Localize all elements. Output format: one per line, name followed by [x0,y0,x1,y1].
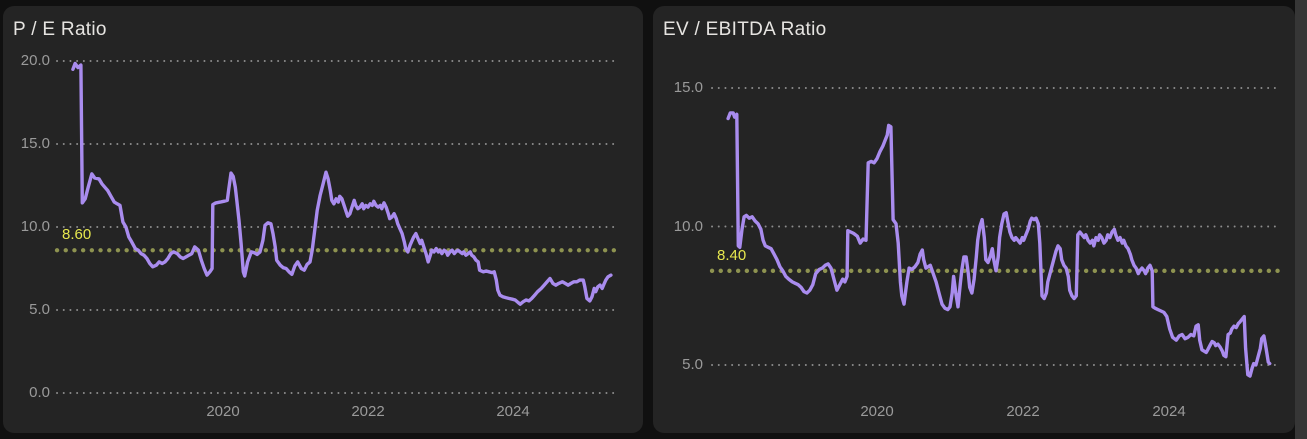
ev-ebitda-chart-title: EV / EBITDA Ratio [663,19,827,40]
reference-line-label: 8.40 [717,246,747,264]
x-axis-tick-label: 2022 [1006,403,1040,420]
series-line [71,61,613,306]
ev-ebitda-chart-panel: EV / EBITDA Ratio 15.0 10.0 5.0 8.40 2020 202… [653,6,1295,433]
x-axis-tick-label: 2024 [496,403,530,420]
chart-canvas[interactable] [653,6,1295,433]
reference-line-label: 8.60 [62,226,92,244]
y-axis-tick-label: 5.0 [682,356,703,373]
x-axis-tick-label: 2020 [860,403,894,420]
pe-ratio-chart-title: P / E Ratio [13,19,107,40]
ev-ebitda-plot-area[interactable]: 15.0 10.0 5.0 8.40 2020 2022 2024 [653,6,1295,433]
y-axis-tick-label: 5.0 [29,301,50,318]
y-axis-tick-label: 15.0 [673,79,703,96]
y-axis-tick-label: 10.0 [20,218,50,235]
y-axis-tick-label: 10.0 [673,217,703,235]
series-line [726,111,1272,378]
x-axis-tick-label: 2022 [351,403,385,420]
right-gutter [1295,0,1307,439]
pe-ratio-chart-panel: P / E Ratio 20.0 15.0 10.0 5.0 0.0 8.60 2020 20… [3,6,643,433]
x-axis-tick-label: 2020 [206,403,240,420]
y-axis-tick-label: 15.0 [20,135,50,152]
y-axis-tick-label: 0.0 [29,384,50,401]
pe-ratio-plot-area[interactable]: 20.0 15.0 10.0 5.0 0.0 8.60 2020 2022 2024 [3,6,643,433]
chart-canvas[interactable] [3,6,643,433]
x-axis-tick-label: 2024 [1152,403,1186,420]
y-axis-tick-label: 20.0 [20,52,50,69]
